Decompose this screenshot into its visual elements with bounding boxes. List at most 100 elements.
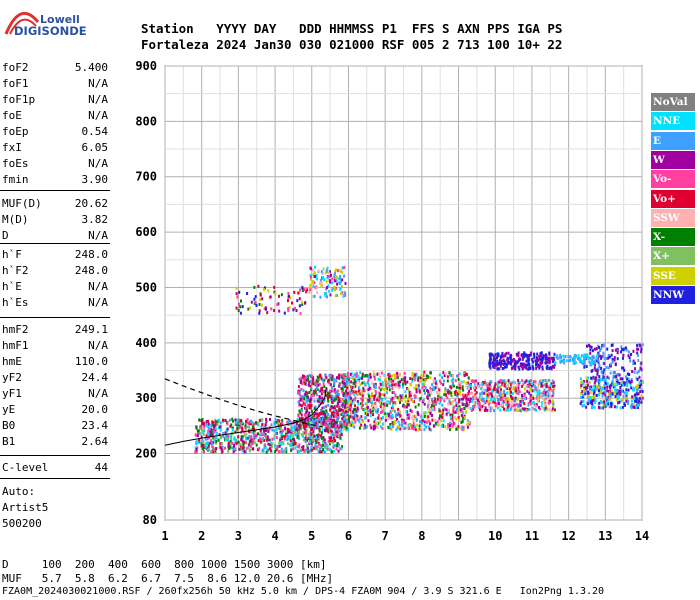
echo-point bbox=[499, 390, 502, 394]
echo-point bbox=[367, 400, 370, 404]
echo-point bbox=[448, 371, 451, 375]
echo-point bbox=[288, 306, 291, 310]
echo-point bbox=[391, 413, 394, 417]
echo-point bbox=[336, 404, 339, 408]
echo-point bbox=[274, 432, 277, 436]
param-value: 3.82 bbox=[81, 213, 109, 226]
echo-point bbox=[390, 377, 393, 381]
echo-point bbox=[418, 424, 421, 428]
echo-point bbox=[213, 438, 216, 442]
echo-point bbox=[306, 288, 309, 292]
echo-point bbox=[505, 351, 508, 355]
echo-point bbox=[528, 365, 531, 369]
echo-point bbox=[311, 434, 314, 438]
echo-point bbox=[310, 286, 313, 290]
echo-point bbox=[255, 421, 257, 425]
echo-point bbox=[286, 420, 289, 424]
echo-point bbox=[503, 379, 506, 383]
echo-point bbox=[358, 392, 361, 395]
echo-point bbox=[258, 309, 261, 313]
echo-point bbox=[588, 343, 590, 347]
echo-point bbox=[297, 291, 300, 295]
echo-point bbox=[600, 356, 603, 360]
echo-point bbox=[569, 358, 572, 362]
legend-item: SSE bbox=[651, 266, 695, 285]
echo-point bbox=[243, 449, 246, 453]
echo-point bbox=[379, 411, 382, 414]
echo-point bbox=[603, 368, 606, 372]
profile-dashed-line bbox=[164, 378, 323, 428]
echo-point bbox=[381, 422, 384, 426]
echo-point bbox=[455, 417, 458, 421]
echo-point bbox=[281, 437, 284, 440]
echo-point bbox=[488, 402, 491, 406]
echo-point bbox=[537, 386, 539, 390]
echo-point bbox=[360, 402, 363, 406]
header-row-2: Fortaleza 2024 Jan30 030 021000 RSF 005 … bbox=[141, 37, 563, 52]
echo-point bbox=[298, 426, 301, 430]
echo-point bbox=[624, 346, 627, 350]
echo-point bbox=[391, 383, 394, 387]
echo-point bbox=[497, 367, 499, 371]
echo-point bbox=[546, 379, 549, 383]
echo-point bbox=[379, 418, 382, 422]
param-row: D N/A bbox=[2, 228, 108, 244]
echo-point bbox=[454, 415, 457, 419]
echo-point bbox=[450, 391, 453, 395]
echo-point bbox=[350, 411, 353, 415]
echo-point bbox=[382, 411, 385, 415]
echo-point bbox=[420, 414, 423, 418]
echo-point bbox=[359, 388, 362, 392]
echo-point bbox=[442, 379, 445, 383]
echo-point bbox=[615, 375, 618, 378]
echo-point bbox=[624, 381, 627, 385]
echo-point bbox=[268, 438, 271, 442]
echo-point bbox=[312, 273, 315, 277]
x-tick-label: 1 bbox=[161, 529, 168, 543]
echo-point bbox=[598, 405, 600, 409]
echo-point bbox=[430, 404, 433, 408]
echo-point bbox=[524, 380, 527, 384]
echo-point bbox=[280, 432, 283, 436]
echo-point bbox=[327, 379, 330, 383]
echo-point bbox=[339, 383, 342, 387]
echo-point bbox=[298, 432, 301, 436]
echo-point bbox=[639, 390, 642, 393]
echo-point bbox=[617, 394, 620, 398]
echo-point bbox=[579, 377, 582, 381]
echo-point bbox=[391, 399, 393, 403]
echo-point bbox=[625, 377, 628, 381]
echo-point bbox=[564, 355, 567, 358]
echo-point bbox=[328, 289, 331, 293]
echo-point bbox=[320, 281, 323, 285]
echo-point bbox=[325, 415, 328, 419]
echo-point bbox=[399, 380, 402, 384]
y-tick-label: 700 bbox=[135, 170, 157, 184]
echo-point bbox=[477, 402, 480, 405]
echo-point bbox=[349, 396, 352, 400]
echo-point bbox=[548, 408, 551, 412]
echo-point bbox=[444, 389, 446, 393]
echo-point bbox=[440, 410, 443, 414]
echo-point bbox=[335, 268, 338, 272]
echo-point bbox=[553, 408, 556, 412]
echo-point bbox=[306, 446, 309, 450]
echo-point bbox=[384, 382, 387, 386]
echo-point bbox=[329, 415, 331, 419]
echo-point bbox=[240, 438, 243, 442]
echo-point bbox=[457, 377, 460, 381]
legend-item: NoVal bbox=[651, 93, 695, 111]
echo-point bbox=[305, 410, 308, 414]
echo-point bbox=[353, 425, 356, 429]
echo-point bbox=[396, 418, 398, 421]
echo-point bbox=[276, 448, 279, 451]
echo-point bbox=[336, 394, 339, 398]
echo-point bbox=[531, 364, 534, 368]
echo-point bbox=[358, 419, 361, 423]
echo-point bbox=[415, 390, 418, 394]
echo-point bbox=[304, 392, 307, 396]
echo-point bbox=[253, 441, 256, 445]
echo-point bbox=[510, 362, 513, 366]
param-name: h`F bbox=[2, 248, 22, 261]
echo-point bbox=[363, 381, 366, 385]
